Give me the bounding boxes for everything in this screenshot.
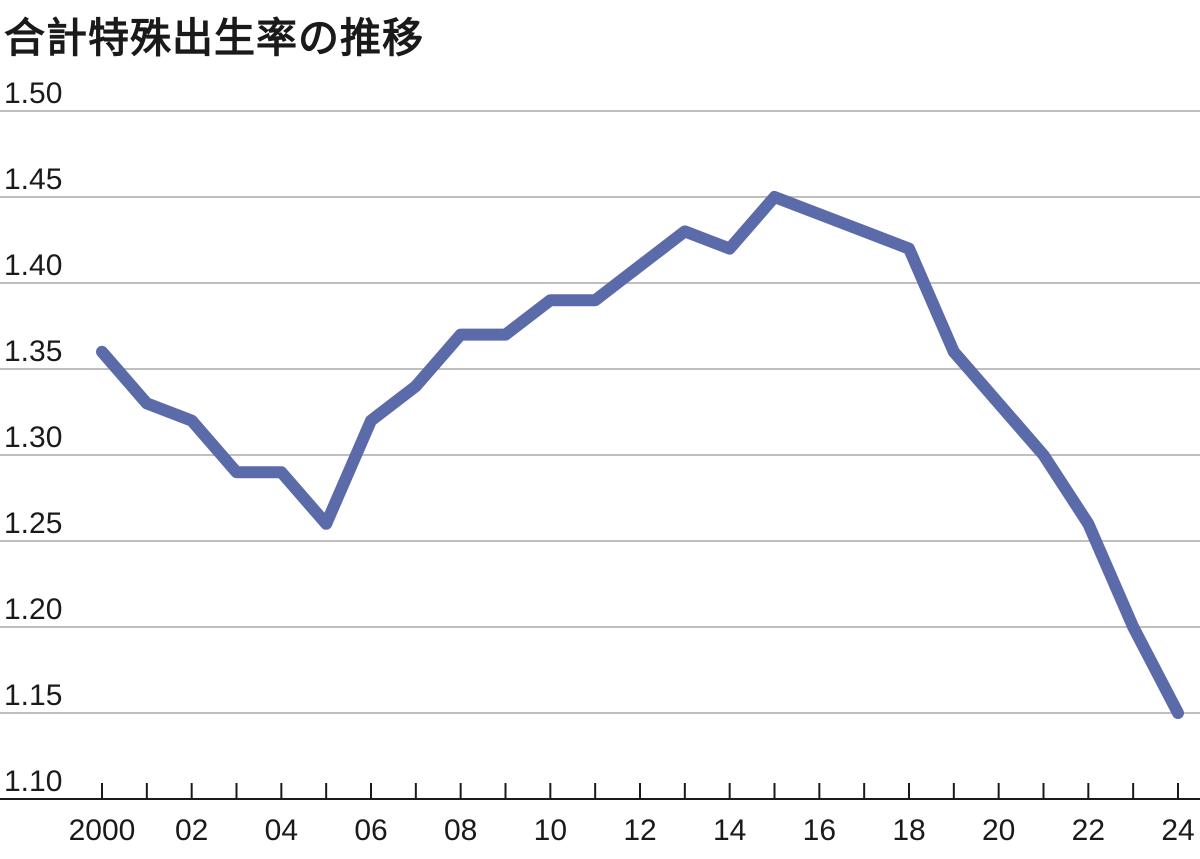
x-tick-label: 16 (803, 814, 836, 847)
x-tick-label: 24 (1161, 814, 1194, 847)
series-line (96, 191, 1184, 719)
y-tick-label: 1.35 (4, 335, 62, 368)
x-tick-label: 06 (354, 814, 387, 847)
y-tick-label: 1.45 (4, 163, 62, 196)
series-layer (96, 191, 1184, 719)
gridlines (0, 110, 1200, 714)
y-tick-label: 1.25 (4, 507, 62, 540)
chart-title: 合計特殊出生率の推移 (4, 14, 424, 62)
x-tick-label: 12 (623, 814, 656, 847)
x-tick-label: 2000 (69, 814, 136, 847)
y-tick-label: 1.10 (4, 765, 62, 798)
x-tick-label: 14 (713, 814, 746, 847)
x-tick-label: 10 (534, 814, 567, 847)
x-tick-label: 18 (892, 814, 925, 847)
y-tick-label: 1.40 (4, 249, 62, 282)
x-tick-label: 22 (1072, 814, 1105, 847)
y-tick-label: 1.20 (4, 593, 62, 626)
x-tick-label: 04 (265, 814, 298, 847)
y-tick-label: 1.30 (4, 421, 62, 454)
x-tick-label: 20 (982, 814, 1015, 847)
y-tick-label: 1.15 (4, 679, 62, 712)
x-tick-labels: 2000 02 04 06 08 10 12 14 16 18 20 22 24 (69, 814, 1195, 847)
x-tick-label: 08 (444, 814, 477, 847)
x-tick-label: 02 (175, 814, 208, 847)
y-axis: 1.50 1.45 1.40 1.35 1.30 1.25 1.20 1.15 1.10 (4, 77, 62, 798)
y-tick-label: 1.50 (4, 77, 62, 110)
x-axis (0, 783, 1200, 800)
